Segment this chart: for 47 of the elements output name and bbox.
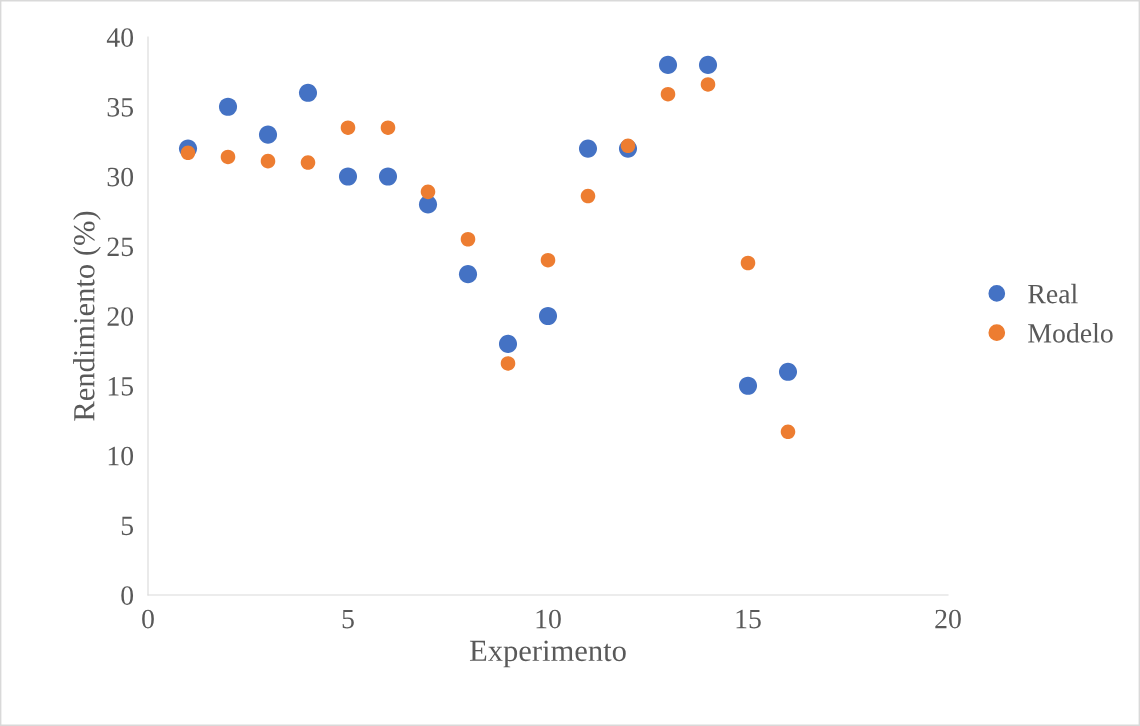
point	[498, 334, 518, 353]
point	[380, 120, 396, 135]
point	[580, 188, 596, 204]
y-tick-label: 10	[108, 446, 134, 466]
point	[700, 77, 716, 92]
point	[540, 252, 556, 268]
y-tick-label: 40	[106, 28, 134, 47]
point	[538, 306, 558, 326]
y-tick-label: 0	[121, 586, 134, 605]
point	[740, 255, 756, 271]
y-tick-label: 25	[107, 237, 134, 257]
point	[340, 120, 356, 135]
point	[778, 362, 798, 381]
y-tick-label: 5	[121, 516, 134, 536]
point	[578, 139, 598, 158]
point	[338, 167, 358, 186]
point	[500, 356, 516, 371]
point	[258, 125, 278, 144]
point	[458, 265, 478, 284]
point	[658, 55, 678, 74]
point	[300, 155, 316, 170]
y-axis-title: Rendimiento (%)	[73, 211, 101, 421]
x-tick-label: 20	[935, 609, 961, 629]
point	[620, 138, 636, 154]
x-tick-label: 10	[536, 609, 561, 629]
legend-label: Real	[1028, 283, 1078, 304]
y-tick-label: 30	[107, 167, 134, 187]
x-tick-label: 0	[142, 609, 154, 629]
point	[220, 149, 236, 165]
point	[780, 424, 796, 440]
x-axis-title: Experimento	[469, 640, 626, 668]
point	[738, 376, 758, 395]
point	[460, 231, 476, 247]
x-tick-label: 5	[342, 609, 354, 629]
point	[698, 55, 718, 74]
point	[218, 97, 238, 116]
point	[298, 83, 318, 102]
legend-label: Modelo	[1028, 323, 1113, 343]
point	[260, 153, 276, 169]
y-tick-label: 35	[107, 97, 134, 117]
x-tick-label: 15	[736, 609, 761, 629]
point	[660, 86, 676, 102]
y-tick-label: 15	[108, 377, 134, 396]
y-tick-label: 20	[107, 307, 134, 326]
point	[180, 145, 196, 161]
point	[420, 184, 436, 200]
point	[378, 167, 398, 186]
